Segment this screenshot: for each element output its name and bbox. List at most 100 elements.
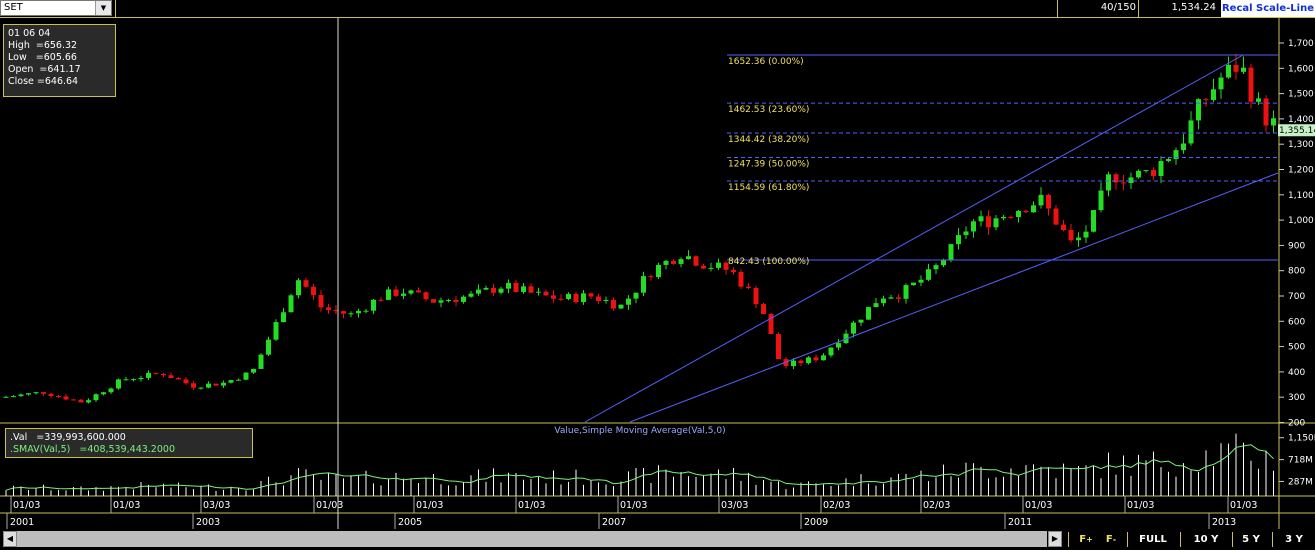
candle-up (1038, 194, 1044, 206)
month-tick-label: 02/03 (923, 500, 950, 511)
zoom-out-button[interactable]: F- (1105, 534, 1117, 545)
candle-up (843, 333, 849, 344)
toolbar-divider (1068, 532, 1069, 547)
candle-up (221, 382, 226, 386)
candle-down (318, 295, 324, 308)
candle-down (311, 286, 316, 296)
candle-up (1076, 237, 1081, 241)
candle-up (851, 322, 856, 334)
candle-up (108, 388, 114, 393)
y-tick-label: 500 (1288, 343, 1305, 353)
toolbar-divider (115, 0, 116, 17)
y-tick-label: 1,300 (1288, 140, 1314, 150)
y-tick-label: 1,600 (1288, 64, 1314, 74)
candle-up (1001, 216, 1006, 219)
candle-down (558, 298, 564, 300)
current-price-label: 1,355.14 (1279, 126, 1315, 136)
candle-up (356, 310, 361, 314)
month-tick-label: 01/03 (1230, 500, 1257, 511)
candle-down (573, 293, 579, 303)
fibonacci-group: 1652.36 (0.00%) 1462.53 (23.60%) 1344.42 (… (727, 54, 1278, 267)
candle-down (303, 280, 309, 287)
month-tick-label: 01/03 (113, 500, 140, 511)
candle-up (288, 295, 294, 313)
candle-down (1023, 210, 1029, 213)
candle-up (476, 289, 481, 294)
trend-line-lower (629, 172, 1279, 423)
y-tick-label: 1,700 (1288, 39, 1314, 49)
candle-down (513, 282, 519, 292)
symbol-dropdown[interactable]: SET ▼ (0, 0, 112, 16)
candle-up (468, 293, 474, 297)
range-10y-button[interactable]: 10 Y (1193, 534, 1219, 545)
candle-down (551, 295, 556, 299)
candle-up (633, 292, 639, 299)
recal-scale-line-button[interactable]: Recal Scale-Line (1221, 0, 1315, 17)
candle-down (161, 373, 166, 376)
candle-up (408, 290, 414, 294)
candle-up (686, 256, 691, 260)
candle-down (1046, 194, 1051, 209)
candle-up (1173, 150, 1179, 160)
full-range-button[interactable]: FULL (1139, 534, 1167, 545)
candle-down (596, 296, 601, 302)
toolbar-divider (1057, 0, 1058, 17)
candle-up (888, 297, 894, 299)
candle-down (813, 357, 819, 361)
month-tick-label: 01/03 (518, 500, 545, 511)
candle-up (273, 322, 279, 340)
candle-up (1136, 170, 1141, 178)
toolbar-divider (1138, 0, 1139, 17)
candle-up (521, 286, 526, 292)
candle-up (101, 392, 106, 395)
candle-up (146, 372, 151, 378)
candle-up (678, 259, 684, 264)
scroll-right-button[interactable]: ▶ (1048, 531, 1062, 547)
scroll-left-button[interactable]: ◀ (3, 531, 17, 547)
year-tick-label: 2007 (602, 517, 626, 528)
candle-up (1226, 64, 1231, 78)
candle-down (693, 256, 699, 266)
ohlc-low: Low =605.66 (8, 52, 77, 63)
candle-up (963, 231, 969, 236)
candle-down (393, 289, 399, 296)
candle-up (1031, 205, 1036, 213)
range-3y-button[interactable]: 3 Y (1285, 534, 1303, 545)
chevron-down-icon[interactable]: ▼ (95, 1, 111, 15)
horizontal-scrollbar[interactable] (17, 531, 1047, 547)
candle-down (701, 265, 706, 269)
candle-up (663, 260, 669, 265)
candle-down (453, 299, 459, 302)
candle-down (776, 334, 781, 360)
zoom-in-button[interactable]: F+ (1079, 534, 1093, 545)
candle-down (168, 375, 174, 379)
candle-up (881, 298, 886, 304)
last-value-readout: 1,534.24 (1171, 2, 1216, 13)
year-tick-label: 2005 (398, 517, 422, 528)
ohlc-high: High =656.32 (8, 40, 78, 51)
candle-down (423, 292, 429, 300)
candle-down (738, 271, 744, 287)
month-tick-label: 01/03 (416, 500, 443, 511)
candle-up (1256, 98, 1261, 102)
candle-down (1263, 98, 1269, 126)
candle-up (251, 368, 256, 373)
candle-up (641, 276, 646, 293)
month-tick-label: 01/03 (620, 500, 647, 511)
candle-down (378, 299, 384, 301)
candles-group (3, 53, 1276, 404)
candle-down (1008, 216, 1014, 218)
candle-up (266, 339, 271, 355)
candle-down (761, 304, 766, 315)
y-tick-label: 1,200 (1288, 166, 1314, 176)
price-chart[interactable]: 1,700 1,600 1,500 1,400 1,300 1,200 1,100 1,000… (0, 18, 1315, 529)
candle-up (1098, 190, 1104, 211)
fib-label: 842.43 (100.00%) (728, 257, 809, 267)
candle-up (656, 264, 661, 278)
y-tick-label: 1,400 (1288, 115, 1314, 125)
range-5y-button[interactable]: 5 Y (1242, 534, 1260, 545)
candle-down (1151, 170, 1156, 176)
y-tick-label: 700 (1288, 292, 1305, 302)
candle-down (71, 399, 76, 401)
volume-tick-label: 287M (1288, 477, 1313, 487)
